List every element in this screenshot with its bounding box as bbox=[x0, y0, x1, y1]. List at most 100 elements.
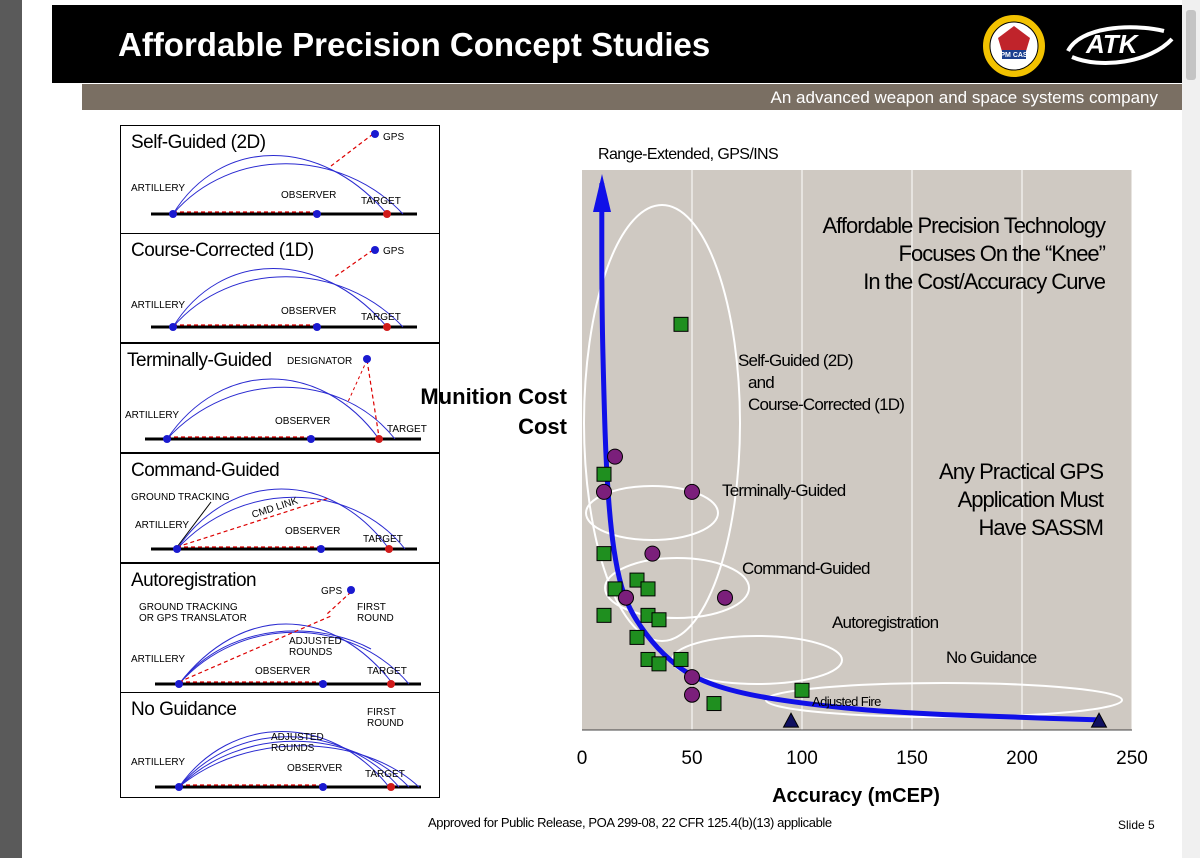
trajectory-diagram: GPS ARTILLERY OBSERVER TARGET bbox=[131, 130, 417, 218]
annotation-line-1: Affordable Precision Technology bbox=[823, 213, 1107, 238]
data-point-circle bbox=[644, 545, 661, 562]
vertical-scrollbar[interactable] bbox=[1182, 0, 1200, 858]
gps-label: GPS bbox=[383, 246, 404, 257]
plot-area bbox=[582, 170, 1132, 730]
data-points bbox=[596, 316, 1108, 728]
slide-number: Slide 5 bbox=[1118, 818, 1155, 832]
data-point-square bbox=[640, 581, 656, 597]
ellipse-terminally-guided bbox=[585, 485, 719, 541]
tagline-bar bbox=[82, 84, 1182, 110]
data-point-circle bbox=[596, 483, 612, 500]
curve-arrowhead-icon bbox=[593, 174, 611, 212]
y-axis-label-2: Cost bbox=[518, 414, 568, 439]
panel-course-corrected: Course-Corrected (1D) GPS ARTILLERY OBSE… bbox=[120, 233, 440, 343]
y-axis-label: Munition Cost bbox=[420, 384, 567, 409]
pm-cas-seal-icon: PM CAS bbox=[981, 13, 1047, 79]
trajectory-diagram: GPS GROUND TRACKING OR GPS TRANSLATOR FI… bbox=[131, 586, 421, 688]
approval-notice: Approved for Public Release, POA 299-08,… bbox=[428, 815, 832, 830]
x-tick-label: 150 bbox=[896, 748, 928, 769]
data-point-square bbox=[607, 581, 623, 597]
annotation-line-6: Have SASSM bbox=[979, 515, 1104, 540]
adjusted-rounds-label: ADJUSTED bbox=[289, 636, 342, 647]
gps-translator-label: OR GPS TRANSLATOR bbox=[139, 613, 247, 624]
panel-title: Course-Corrected (1D) bbox=[131, 240, 314, 261]
group-label-and: and bbox=[748, 373, 774, 392]
annotation-line-5: Application Must bbox=[958, 487, 1104, 512]
data-point-triangle bbox=[782, 712, 800, 728]
target-label: TARGET bbox=[361, 196, 401, 207]
group-label-adjusted-fire: Adjusted Fire bbox=[812, 694, 881, 709]
annotation-line-2: Focuses On the “Knee” bbox=[899, 241, 1106, 266]
ellipse-self-guided bbox=[583, 204, 741, 642]
first-round-label: FIRST bbox=[367, 707, 396, 718]
seal-text: PM CAS bbox=[1000, 52, 1028, 59]
panel-command-guided: Command-Guided GROUND TRACKING CMD LINK … bbox=[120, 453, 440, 563]
panel-autoregistration: Autoregistration GPS GROUND TRACKING OR … bbox=[120, 563, 440, 693]
adjusted-rounds-label-2: ROUNDS bbox=[289, 647, 333, 658]
panel-self-guided: Self-Guided (2D) GPS ARTILLERY OBSERVER … bbox=[120, 125, 440, 235]
artillery-label: ARTILLERY bbox=[135, 520, 189, 531]
panel-title: Terminally-Guided bbox=[127, 350, 272, 371]
ground-tracking-label: GROUND TRACKING bbox=[139, 602, 238, 613]
panel-terminally-guided: Terminally-Guided DESIGNATOR ARTILLERY O… bbox=[120, 343, 440, 453]
x-tick-label: 100 bbox=[786, 748, 818, 769]
data-point-square bbox=[596, 466, 612, 482]
group-label-terminally-guided: Terminally-Guided bbox=[722, 481, 846, 500]
data-point-square bbox=[673, 316, 689, 332]
x-tick-labels: 0 50 100 150 200 250 bbox=[577, 748, 1148, 769]
adjusted-rounds-label-2: ROUNDS bbox=[271, 743, 315, 754]
trajectory-diagram: FIRST ROUND ADJUSTED ROUNDS ARTILLERY OB… bbox=[131, 707, 421, 791]
designator-label: DESIGNATOR bbox=[287, 356, 352, 367]
artillery-label: ARTILLERY bbox=[131, 757, 185, 768]
adjusted-rounds-label: ADJUSTED bbox=[271, 732, 324, 743]
gps-label: GPS bbox=[321, 586, 342, 597]
trajectory-diagram: DESIGNATOR ARTILLERY OBSERVER TARGET bbox=[125, 355, 427, 443]
data-point-triangle bbox=[1090, 712, 1108, 728]
company-tagline: An advanced weapon and space systems com… bbox=[770, 88, 1158, 107]
atk-logo: ATK bbox=[1066, 25, 1174, 65]
data-point-circle bbox=[684, 483, 700, 500]
observer-label: OBSERVER bbox=[287, 763, 342, 774]
range-extended-label: Range-Extended, GPS/INS bbox=[598, 146, 778, 163]
data-point-square bbox=[596, 546, 612, 562]
annotation-line-3: In the Cost/Accuracy Curve bbox=[863, 269, 1106, 294]
first-round-label: FIRST bbox=[357, 602, 386, 613]
first-round-label-2: ROUND bbox=[367, 718, 404, 729]
group-label-command-guided: Command-Guided bbox=[742, 559, 870, 578]
data-point-circle bbox=[684, 686, 700, 703]
observer-label: OBSERVER bbox=[275, 416, 330, 427]
observer-label: OBSERVER bbox=[255, 666, 310, 677]
x-tick-label: 250 bbox=[1116, 748, 1148, 769]
ellipse-command-guided bbox=[604, 557, 750, 619]
panel-no-guidance: No Guidance FIRST ROUND ADJUSTED ROUNDS … bbox=[120, 692, 440, 798]
artillery-label: ARTILLERY bbox=[131, 654, 185, 665]
target-label: TARGET bbox=[387, 424, 427, 435]
panel-title: Autoregistration bbox=[131, 570, 257, 591]
group-label-autoregistration: Autoregistration bbox=[832, 613, 939, 632]
x-tick-label: 200 bbox=[1006, 748, 1038, 769]
panel-title: Self-Guided (2D) bbox=[131, 132, 266, 153]
target-label: TARGET bbox=[365, 769, 405, 780]
group-label-no-guidance: No Guidance bbox=[946, 648, 1037, 667]
data-point-square bbox=[651, 612, 667, 628]
grid-lines bbox=[691, 170, 1133, 730]
data-point-square bbox=[706, 696, 722, 712]
data-point-square bbox=[673, 651, 689, 667]
artillery-label: ARTILLERY bbox=[131, 183, 185, 194]
observer-label: OBSERVER bbox=[281, 306, 336, 317]
group-label-course-corrected: Course-Corrected (1D) bbox=[748, 395, 904, 414]
panel-title: No Guidance bbox=[131, 699, 237, 720]
artillery-label: ARTILLERY bbox=[131, 300, 185, 311]
target-label: TARGET bbox=[361, 312, 401, 323]
data-point-square bbox=[629, 629, 645, 645]
slide-title: Affordable Precision Concept Studies bbox=[118, 26, 711, 63]
observer-label: OBSERVER bbox=[285, 526, 340, 537]
scrollbar-thumb[interactable] bbox=[1186, 10, 1196, 80]
atk-brand-text: ATK bbox=[1085, 29, 1140, 59]
data-point-circle bbox=[618, 589, 634, 606]
artillery-label: ARTILLERY bbox=[125, 410, 179, 421]
target-label: TARGET bbox=[367, 666, 407, 677]
gps-label: GPS bbox=[383, 132, 404, 143]
panel-title: Command-Guided bbox=[131, 460, 280, 481]
